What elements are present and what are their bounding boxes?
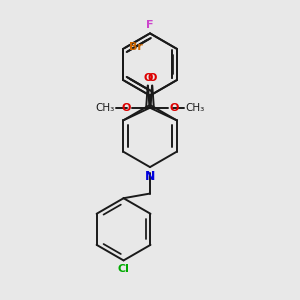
Text: CH₃: CH₃ [185,103,205,113]
Text: O: O [147,73,157,83]
Text: N: N [145,169,155,183]
Text: O: O [169,103,179,113]
Text: CH₃: CH₃ [95,103,115,113]
Text: O: O [143,73,153,83]
Text: Cl: Cl [118,264,130,274]
Text: F: F [146,20,154,30]
Text: Br: Br [129,42,142,52]
Text: O: O [121,103,130,113]
